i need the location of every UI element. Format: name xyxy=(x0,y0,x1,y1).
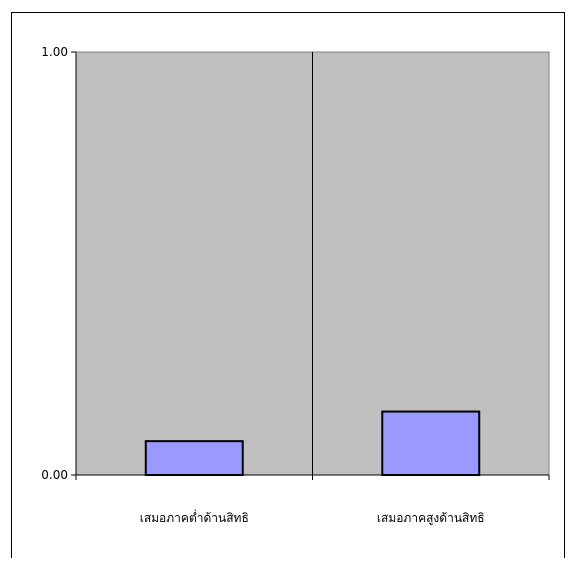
y-ticks: 0.00 1.00 xyxy=(41,45,76,482)
bar-2 xyxy=(381,410,481,476)
x-ticks xyxy=(75,475,550,480)
category-label-2: เสมอภาคสูงด้านสิทธิ xyxy=(377,511,485,526)
bar-1 xyxy=(144,440,244,477)
category-label-1: เสมอภาคต่ำด้านสิทธิ xyxy=(140,509,249,525)
bars xyxy=(144,410,481,477)
y-tick-label: 0.00 xyxy=(41,468,68,482)
category-labels: เสมอภาคต่ำด้านสิทธิ เสมอภาคสูงด้านสิทธิ xyxy=(140,509,485,526)
y-tick-label: 1.00 xyxy=(41,45,68,59)
